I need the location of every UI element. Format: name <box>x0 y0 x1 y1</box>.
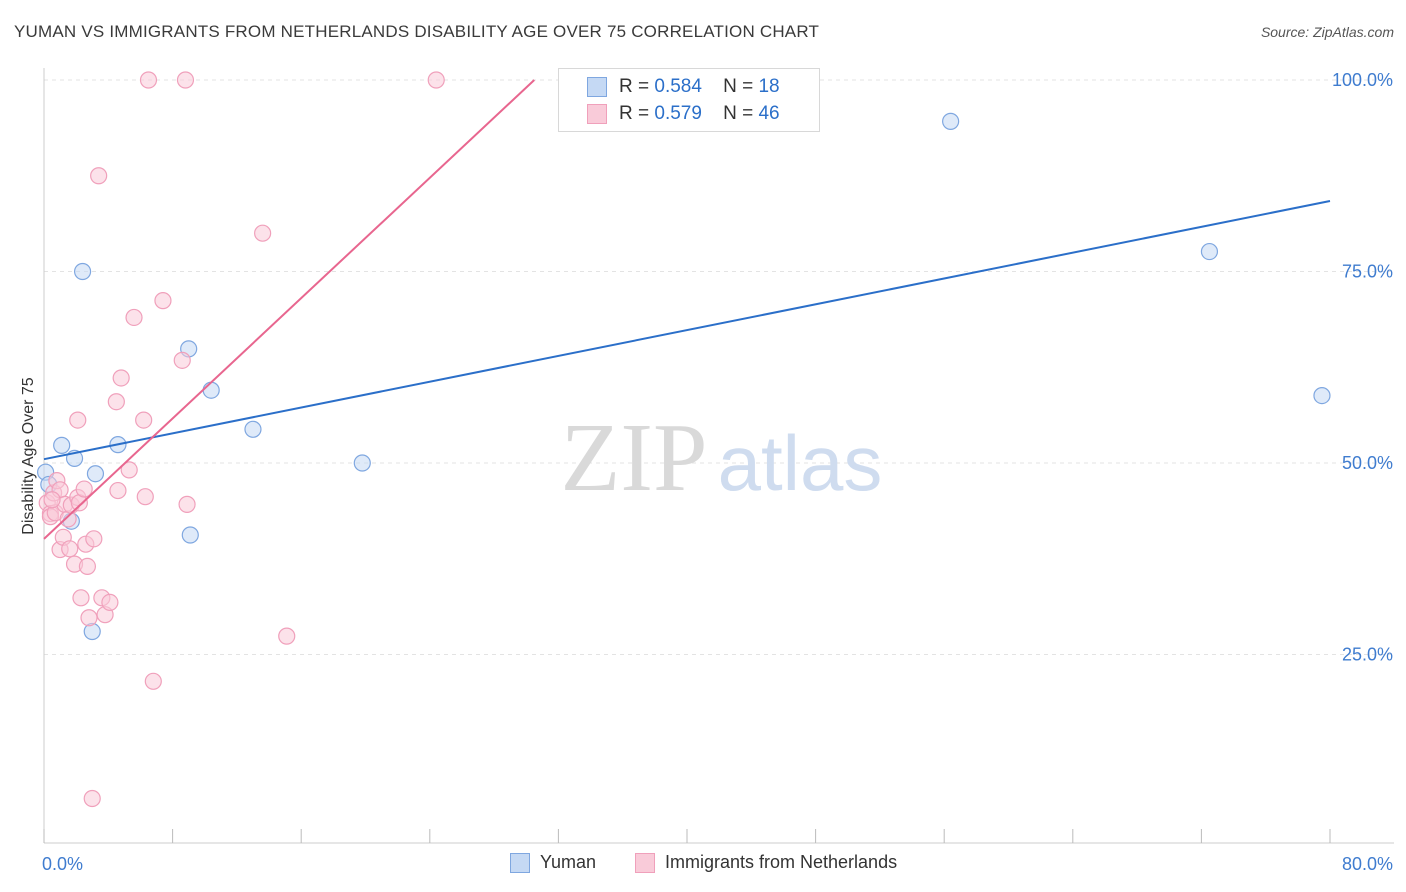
data-point-pink <box>43 491 61 509</box>
n-label: N = <box>723 76 754 97</box>
data-point-blue <box>942 112 960 130</box>
data-point-pink <box>278 627 296 645</box>
stats-text-netherlands: R = 0.579 N = 46 <box>619 103 780 125</box>
watermark-atlas: atlas <box>718 419 883 507</box>
data-point-blue <box>353 454 371 472</box>
legend-item-yuman[interactable]: Yuman <box>510 852 596 873</box>
yuman-swatch <box>587 77 607 97</box>
data-point-blue <box>73 262 92 281</box>
data-point-pink <box>135 411 153 429</box>
data-point-blue <box>86 465 105 483</box>
n-label: N = <box>723 103 754 124</box>
trend-lines <box>43 79 1331 540</box>
legend-label-netherlands: Immigrants from Netherlands <box>665 852 898 872</box>
legend-swatch-yuman <box>510 852 530 873</box>
trend-line-blue <box>43 200 1331 461</box>
data-point-pink <box>107 393 125 411</box>
data-point-pink <box>136 488 154 506</box>
data-points <box>37 69 1331 808</box>
r-label: R = <box>619 103 650 124</box>
data-point-pink <box>72 589 90 607</box>
data-point-blue <box>202 381 220 399</box>
y-tick-label: 25.0% <box>1342 645 1393 665</box>
data-point-pink <box>85 530 103 548</box>
x-tick-label-min: 0.0% <box>42 854 83 874</box>
data-point-pink <box>61 540 79 558</box>
netherlands-r-value: 0.579 <box>654 103 702 124</box>
yuman-n-value: 18 <box>758 76 780 97</box>
chart-legend: Yuman Immigrants from Netherlands <box>0 852 1406 878</box>
data-point-pink <box>427 71 445 89</box>
data-point-pink <box>125 308 143 327</box>
yuman-r-value: 0.584 <box>654 76 702 97</box>
data-point-pink <box>176 71 195 89</box>
axes <box>43 68 1394 844</box>
source-attribution: Source: ZipAtlas.com <box>1260 24 1394 40</box>
watermark: ZIP atlas <box>561 404 883 512</box>
data-point-pink <box>83 789 101 808</box>
legend-swatch-netherlands <box>635 852 655 873</box>
y-tick-label: 100.0% <box>1332 70 1393 90</box>
grid-lines <box>44 79 1394 655</box>
data-point-blue <box>1313 386 1331 405</box>
data-point-blue <box>181 526 199 544</box>
stats-row-netherlands: R = 0.579 N = 46 <box>559 101 819 127</box>
data-point-pink <box>144 672 162 690</box>
data-point-pink <box>154 292 172 310</box>
stats-row-yuman: R = 0.584 N = 18 <box>559 74 819 100</box>
data-point-pink <box>139 71 158 89</box>
data-point-pink <box>178 495 196 513</box>
data-point-pink <box>69 411 87 429</box>
data-point-blue <box>53 436 71 454</box>
data-point-pink <box>101 593 119 612</box>
data-point-pink <box>173 351 191 369</box>
x-tick-label-max: 80.0% <box>1342 854 1393 874</box>
data-point-pink <box>75 480 93 498</box>
data-point-blue <box>1200 242 1219 261</box>
data-point-pink <box>109 481 127 500</box>
legend-label-yuman: Yuman <box>540 852 597 872</box>
data-point-pink <box>112 369 130 387</box>
data-point-pink <box>120 461 138 479</box>
watermark-zip: ZIP <box>561 404 708 512</box>
y-tick-label: 75.0% <box>1342 262 1393 282</box>
trend-line-pink <box>43 79 535 540</box>
r-label: R = <box>619 76 650 97</box>
data-point-pink <box>78 557 97 576</box>
y-axis-label: Disability Age Over 75 <box>20 377 37 535</box>
y-tick-label: 50.0% <box>1342 453 1393 473</box>
correlation-stats-box: R = 0.584 N = 18 R = 0.579 N = 46 <box>558 68 820 132</box>
stats-text-yuman: R = 0.584 N = 18 <box>619 76 780 98</box>
netherlands-n-value: 46 <box>758 103 780 124</box>
legend-item-netherlands[interactable]: Immigrants from Netherlands <box>635 852 897 873</box>
netherlands-swatch <box>587 104 607 124</box>
data-point-pink <box>90 167 108 185</box>
data-point-pink <box>254 224 272 242</box>
chart-title: YUMAN VS IMMIGRANTS FROM NETHERLANDS DIS… <box>14 22 820 41</box>
data-point-pink <box>80 609 98 627</box>
axis-labels: 25.0% 50.0% 75.0% 100.0% 0.0% 80.0% <box>42 70 1393 874</box>
data-point-blue <box>244 420 262 438</box>
